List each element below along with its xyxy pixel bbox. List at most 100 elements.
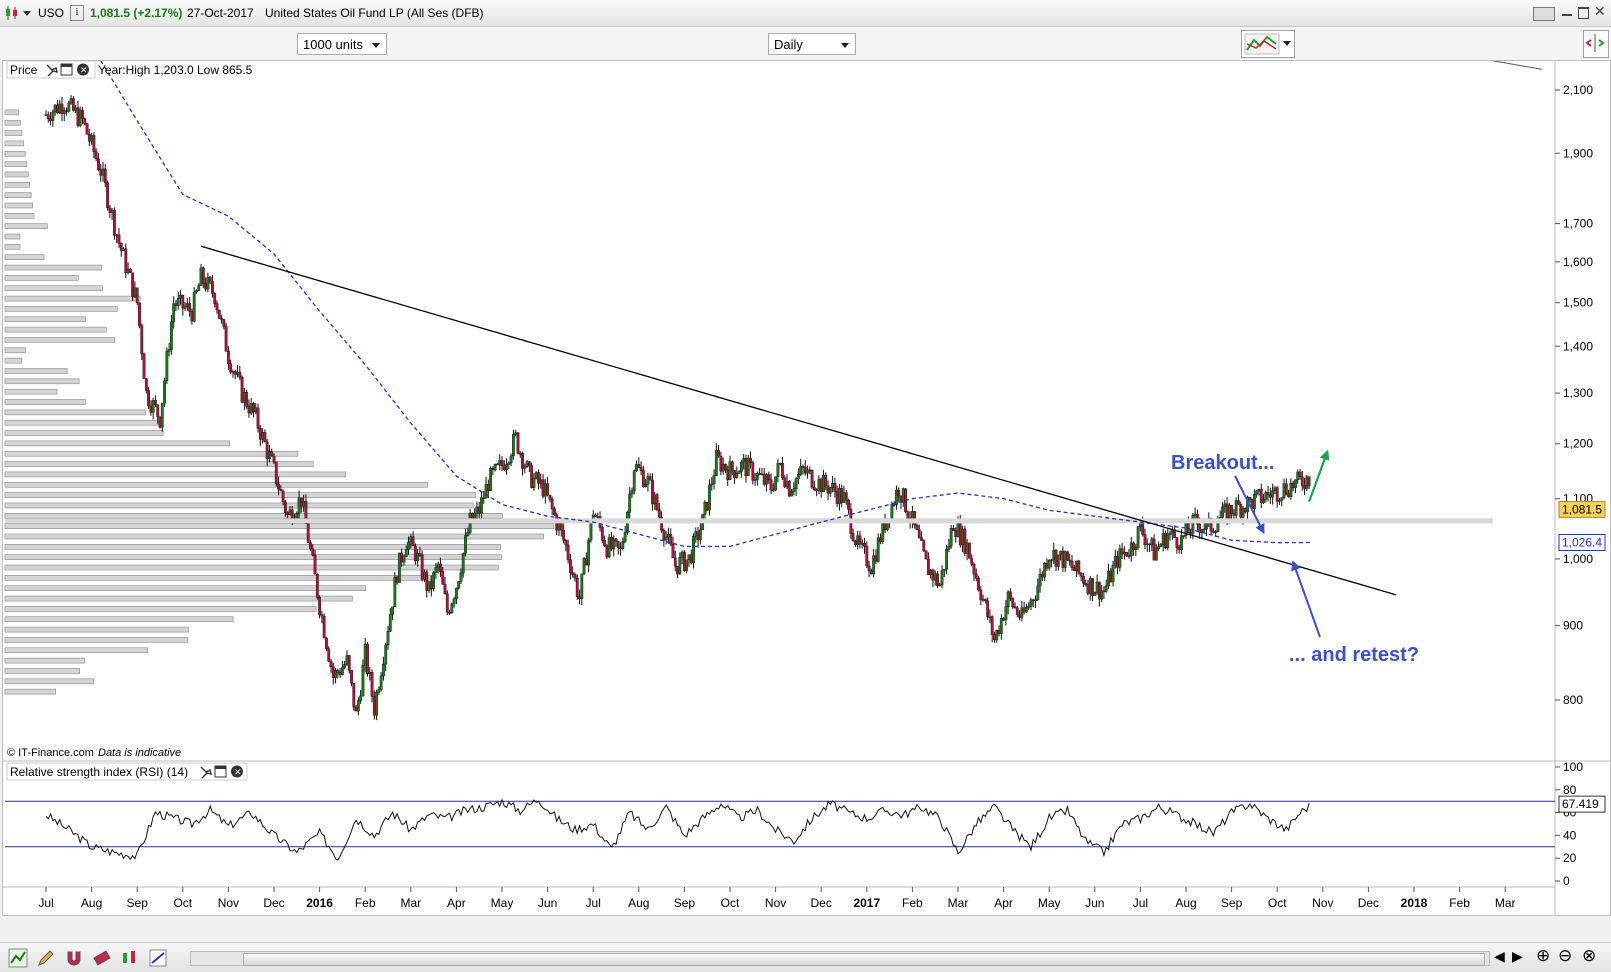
candle-up bbox=[1025, 607, 1028, 613]
candle-up bbox=[995, 630, 999, 641]
candle-up bbox=[505, 464, 508, 470]
units-select[interactable]: 1000 units bbox=[297, 33, 387, 55]
candle-down bbox=[844, 492, 848, 501]
candle-down bbox=[892, 504, 896, 506]
candle-down bbox=[639, 467, 643, 471]
rsi-y-tick-label: 40 bbox=[1563, 828, 1577, 842]
magnet-icon[interactable] bbox=[64, 948, 84, 968]
zoom-in-icon[interactable]: ⊕ bbox=[1536, 946, 1551, 965]
candle-up bbox=[1150, 538, 1154, 546]
indicators-button[interactable] bbox=[1241, 30, 1295, 58]
candle-up bbox=[302, 500, 306, 507]
candle-down bbox=[879, 537, 882, 543]
candle-up bbox=[1118, 548, 1122, 568]
candle-up bbox=[1296, 471, 1300, 481]
eraser-icon[interactable] bbox=[92, 948, 112, 968]
rsi-tag: 67.419 bbox=[1562, 797, 1599, 811]
candle-down bbox=[858, 535, 862, 545]
candle-down bbox=[322, 615, 326, 639]
candle-up bbox=[288, 509, 292, 515]
candle-down bbox=[819, 478, 823, 492]
chart-svg[interactable]: 8009001,0001,1001,2001,3001,4001,5001,60… bbox=[3, 61, 1610, 915]
candle-down bbox=[854, 540, 857, 545]
candle-up bbox=[160, 402, 164, 428]
candles-icon[interactable] bbox=[120, 948, 140, 968]
interval-select[interactable]: Daily bbox=[768, 33, 856, 55]
candle-down bbox=[222, 319, 226, 327]
candle-up bbox=[388, 614, 392, 632]
zoom-reset-icon[interactable]: ⊗ bbox=[1582, 946, 1597, 965]
candle-down bbox=[605, 545, 609, 558]
wrench-icon[interactable] bbox=[46, 64, 58, 77]
x-tick-label: Dec bbox=[263, 896, 284, 910]
candle-down bbox=[1086, 584, 1090, 594]
chart-tools-icon bbox=[1244, 33, 1280, 55]
dropdown-arrow-icon[interactable] bbox=[23, 11, 31, 16]
horizontal-scrollbar[interactable] bbox=[190, 951, 1490, 966]
candle-down bbox=[840, 488, 844, 503]
rsi-close-icon[interactable] bbox=[231, 765, 243, 778]
candle-down bbox=[835, 491, 839, 505]
candle-down bbox=[147, 390, 150, 407]
close-panel-icon[interactable] bbox=[77, 63, 89, 76]
candle-up bbox=[384, 644, 388, 665]
candle-down bbox=[331, 666, 335, 678]
candle-up bbox=[872, 555, 876, 575]
candle-down bbox=[274, 461, 278, 485]
x-tick-label: Aug bbox=[1175, 896, 1196, 910]
y-tick-label: 2,100 bbox=[1563, 83, 1593, 97]
x-tick-label: Jun bbox=[1085, 896, 1104, 910]
candle-up bbox=[842, 492, 846, 503]
x-tick-label: Apr bbox=[994, 896, 1013, 910]
pencil-icon[interactable] bbox=[36, 948, 56, 968]
candle-up bbox=[1255, 490, 1259, 495]
candle-up bbox=[1100, 590, 1104, 600]
candle-down bbox=[217, 309, 221, 319]
rsi-wrench-icon[interactable] bbox=[200, 766, 212, 779]
candle-down bbox=[94, 151, 98, 160]
candle-up bbox=[334, 670, 337, 678]
candle-up bbox=[929, 569, 933, 575]
candle-up bbox=[254, 407, 258, 413]
candle-up bbox=[698, 529, 702, 541]
candle-up bbox=[1241, 507, 1245, 518]
candle-down bbox=[486, 484, 490, 491]
candle-up bbox=[475, 506, 479, 514]
candle-down bbox=[156, 404, 160, 418]
candle-down bbox=[256, 407, 260, 429]
x-tick-label: Jul bbox=[586, 896, 601, 910]
candle-down bbox=[781, 462, 784, 479]
drawing-tools-icon[interactable] bbox=[148, 948, 168, 968]
maximize-icon[interactable] bbox=[1578, 7, 1589, 19]
candle-down bbox=[1081, 576, 1085, 584]
candle-down bbox=[541, 479, 545, 497]
candle-down bbox=[429, 581, 433, 590]
scroll-left-icon[interactable]: ◀ bbox=[1494, 948, 1505, 964]
zoom-out-icon[interactable]: ⊖ bbox=[1558, 946, 1573, 965]
candle-up bbox=[512, 433, 515, 457]
candle-up bbox=[1056, 554, 1060, 567]
minimize-icon[interactable] bbox=[1562, 14, 1572, 16]
candle-down bbox=[671, 543, 675, 559]
volume-bar bbox=[4, 233, 21, 240]
candle-down bbox=[1303, 485, 1306, 489]
candle-down bbox=[445, 593, 449, 613]
volume-bar bbox=[4, 171, 29, 178]
volume-bar bbox=[4, 388, 58, 395]
keyboard-icon[interactable] bbox=[1533, 7, 1555, 21]
candle-up bbox=[391, 606, 394, 615]
scrollbar-thumb[interactable] bbox=[243, 953, 1485, 966]
chart-area: 800 900 1,000 1,100 1,200 1,300 1,400 1,500 1,60… bbox=[2, 60, 1611, 916]
candle-up bbox=[480, 497, 483, 514]
chart-type-icon[interactable] bbox=[8, 948, 28, 968]
candle-down bbox=[749, 458, 752, 464]
volume-bar bbox=[4, 637, 189, 643]
candle-down bbox=[277, 483, 280, 490]
candle-down bbox=[441, 571, 445, 585]
side-panel-button[interactable] bbox=[1583, 30, 1609, 58]
info-icon[interactable]: i bbox=[70, 5, 84, 21]
candle-up bbox=[423, 571, 426, 580]
candle-down bbox=[252, 403, 255, 413]
close-icon[interactable]: ✕ bbox=[1594, 3, 1606, 19]
scroll-right-icon[interactable]: ▶ bbox=[1512, 948, 1523, 964]
